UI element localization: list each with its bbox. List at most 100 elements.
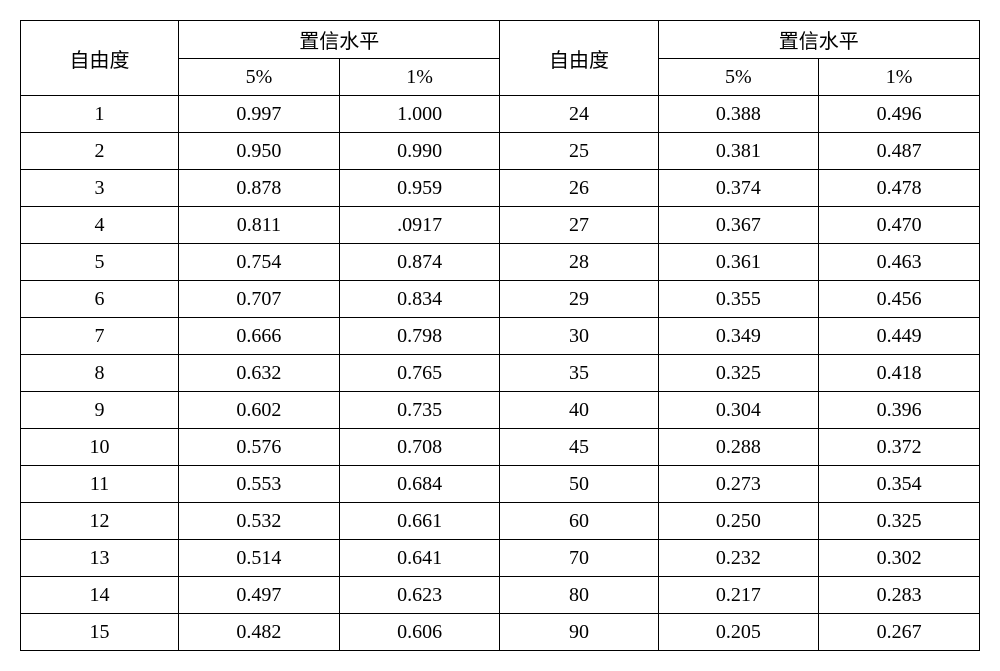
table-cell: 29	[500, 281, 658, 318]
table-row: 130.5140.641700.2320.302	[21, 540, 980, 577]
table-cell: 50	[500, 466, 658, 503]
table-cell: 12	[21, 503, 179, 540]
table-header: 自由度 置信水平 自由度 置信水平 5% 1% 5% 1%	[21, 21, 980, 96]
table-cell: 0.798	[339, 318, 500, 355]
table-cell: 0.623	[339, 577, 500, 614]
table-cell: 26	[500, 170, 658, 207]
table-cell: 0.388	[658, 96, 819, 133]
table-cell: 27	[500, 207, 658, 244]
table-cell: 0.878	[179, 170, 340, 207]
table-cell: 3	[21, 170, 179, 207]
table-cell: 0.576	[179, 429, 340, 466]
table-cell: 0.497	[179, 577, 340, 614]
table-cell: 0.707	[179, 281, 340, 318]
table-cell: 0.354	[819, 466, 980, 503]
table-cell: 0.381	[658, 133, 819, 170]
table-cell: 0.997	[179, 96, 340, 133]
table-cell: 0.449	[819, 318, 980, 355]
table-cell: 40	[500, 392, 658, 429]
table-cell: 0.304	[658, 392, 819, 429]
table-cell: 0.765	[339, 355, 500, 392]
table-cell: 0.632	[179, 355, 340, 392]
table-cell: 0.553	[179, 466, 340, 503]
table-cell: 10	[21, 429, 179, 466]
table-cell: 0.959	[339, 170, 500, 207]
table-cell: 0.708	[339, 429, 500, 466]
header-dof-left: 自由度	[21, 21, 179, 96]
table-cell: 90	[500, 614, 658, 651]
table-cell: 24	[500, 96, 658, 133]
table-cell: 80	[500, 577, 658, 614]
table-cell: 0.666	[179, 318, 340, 355]
table-cell: 9	[21, 392, 179, 429]
table-row: 50.7540.874280.3610.463	[21, 244, 980, 281]
table-cell: 0.754	[179, 244, 340, 281]
table-cell: 0.735	[339, 392, 500, 429]
table-cell: 0.418	[819, 355, 980, 392]
table-row: 90.6020.735400.3040.396	[21, 392, 980, 429]
table-cell: 0.372	[819, 429, 980, 466]
table-cell: 0.641	[339, 540, 500, 577]
header-1pct-left: 1%	[339, 59, 500, 96]
table-row: 60.7070.834290.3550.456	[21, 281, 980, 318]
table-cell: 0.470	[819, 207, 980, 244]
statistical-table: 自由度 置信水平 自由度 置信水平 5% 1% 5% 1% 10.9971.00…	[20, 20, 980, 651]
header-confidence-left: 置信水平	[179, 21, 500, 59]
table-cell: 13	[21, 540, 179, 577]
header-5pct-right: 5%	[658, 59, 819, 96]
table-cell: 0.478	[819, 170, 980, 207]
table-cell: 0.950	[179, 133, 340, 170]
table-cell: 15	[21, 614, 179, 651]
table-cell: 0.355	[658, 281, 819, 318]
table-cell: 28	[500, 244, 658, 281]
table-cell: 0.463	[819, 244, 980, 281]
table-cell: 0.374	[658, 170, 819, 207]
table-cell: 0.661	[339, 503, 500, 540]
table-cell: 8	[21, 355, 179, 392]
table-body: 10.9971.000240.3880.49620.9500.990250.38…	[21, 96, 980, 651]
table-cell: 7	[21, 318, 179, 355]
table-cell: 0.205	[658, 614, 819, 651]
table-row: 100.5760.708450.2880.372	[21, 429, 980, 466]
table-cell: 0.684	[339, 466, 500, 503]
table-cell: 11	[21, 466, 179, 503]
table-row: 20.9500.990250.3810.487	[21, 133, 980, 170]
table-cell: 0.602	[179, 392, 340, 429]
table-cell: 60	[500, 503, 658, 540]
table-cell: 1.000	[339, 96, 500, 133]
table-cell: 14	[21, 577, 179, 614]
table-cell: 35	[500, 355, 658, 392]
table-cell: 0.482	[179, 614, 340, 651]
table-cell: 0.349	[658, 318, 819, 355]
header-dof-right: 自由度	[500, 21, 658, 96]
table-cell: 0.325	[819, 503, 980, 540]
table-cell: 0.302	[819, 540, 980, 577]
table-row: 30.8780.959260.3740.478	[21, 170, 980, 207]
table-cell: 6	[21, 281, 179, 318]
table-row: 110.5530.684500.2730.354	[21, 466, 980, 503]
header-confidence-right: 置信水平	[658, 21, 979, 59]
table-cell: 0.361	[658, 244, 819, 281]
table-cell: 0.367	[658, 207, 819, 244]
table-cell: 0.834	[339, 281, 500, 318]
table-cell: 0.283	[819, 577, 980, 614]
table-cell: 0.532	[179, 503, 340, 540]
table-cell: 0.273	[658, 466, 819, 503]
header-row-1: 自由度 置信水平 自由度 置信水平	[21, 21, 980, 59]
table-cell: 0.456	[819, 281, 980, 318]
table-cell: 0.232	[658, 540, 819, 577]
table-row: 140.4970.623800.2170.283	[21, 577, 980, 614]
table-row: 70.6660.798300.3490.449	[21, 318, 980, 355]
table-cell: 0.288	[658, 429, 819, 466]
table-cell: 0.487	[819, 133, 980, 170]
table-cell: 0.990	[339, 133, 500, 170]
table-cell: 0.606	[339, 614, 500, 651]
table-row: 150.4820.606900.2050.267	[21, 614, 980, 651]
table-cell: .0917	[339, 207, 500, 244]
table-cell: 1	[21, 96, 179, 133]
table-row: 120.5320.661600.2500.325	[21, 503, 980, 540]
table-row: 10.9971.000240.3880.496	[21, 96, 980, 133]
table-row: 80.6320.765350.3250.418	[21, 355, 980, 392]
table-cell: 0.811	[179, 207, 340, 244]
table-row: 40.811.0917270.3670.470	[21, 207, 980, 244]
